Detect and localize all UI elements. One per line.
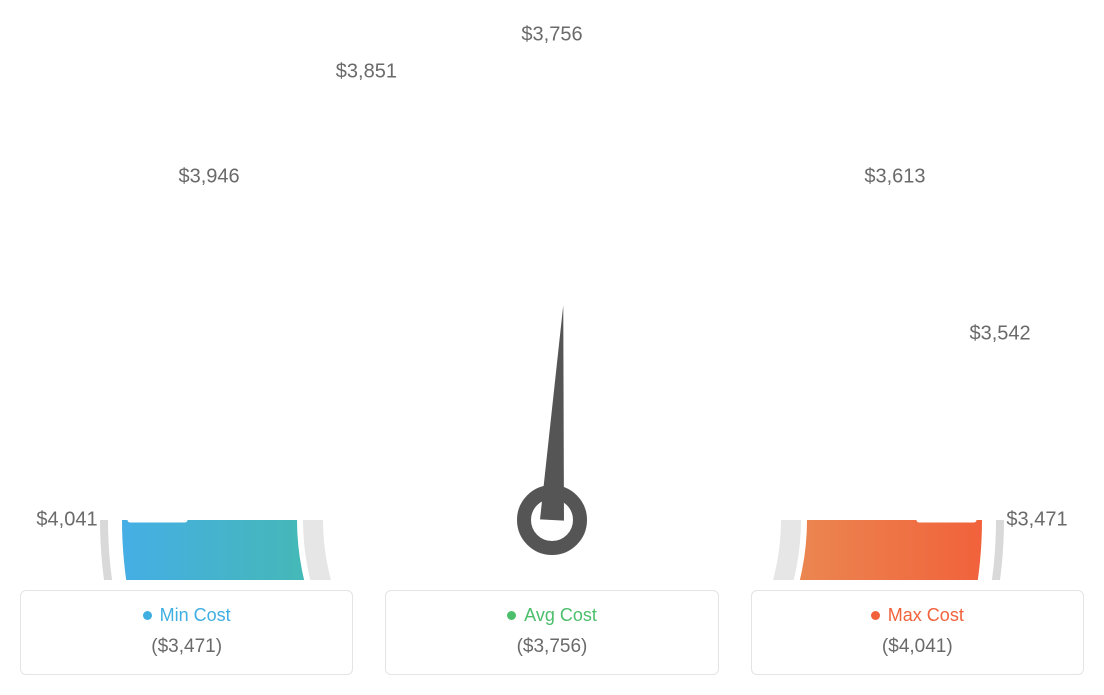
legend-title-max: Max Cost bbox=[871, 605, 964, 626]
legend-title-text: Max Cost bbox=[888, 605, 964, 626]
legend-row: Min Cost ($3,471) Avg Cost ($3,756) Max … bbox=[20, 590, 1084, 675]
legend-value-max: ($4,041) bbox=[762, 636, 1073, 658]
legend-value-avg: ($3,756) bbox=[396, 636, 707, 658]
gauge-tick-label: $3,471 bbox=[1006, 509, 1067, 532]
legend-card-min: Min Cost ($3,471) bbox=[20, 590, 353, 675]
legend-title-min: Min Cost bbox=[143, 605, 231, 626]
legend-value-min: ($3,471) bbox=[31, 636, 342, 658]
legend-card-avg: Avg Cost ($3,756) bbox=[385, 590, 718, 675]
gauge-tick-label: $4,041 bbox=[36, 509, 97, 532]
legend-title-text: Avg Cost bbox=[524, 605, 597, 626]
gauge-tick-label: $3,756 bbox=[521, 24, 582, 47]
gauge-tick-label: $3,851 bbox=[336, 60, 397, 83]
gauge-tick-label: $3,613 bbox=[864, 166, 925, 189]
legend-card-max: Max Cost ($4,041) bbox=[751, 590, 1084, 675]
legend-title-avg: Avg Cost bbox=[507, 605, 597, 626]
gauge-tick-label: $3,946 bbox=[178, 166, 239, 189]
gauge-svg bbox=[20, 20, 1084, 580]
dot-icon bbox=[871, 611, 880, 620]
legend-title-text: Min Cost bbox=[160, 605, 231, 626]
dot-icon bbox=[143, 611, 152, 620]
cost-gauge: $3,471 $3,542 $3,613 $3,756 $3,851 $3,946 $4,0… bbox=[20, 20, 1084, 580]
dot-icon bbox=[507, 611, 516, 620]
gauge-tick-label: $3,542 bbox=[969, 323, 1030, 346]
